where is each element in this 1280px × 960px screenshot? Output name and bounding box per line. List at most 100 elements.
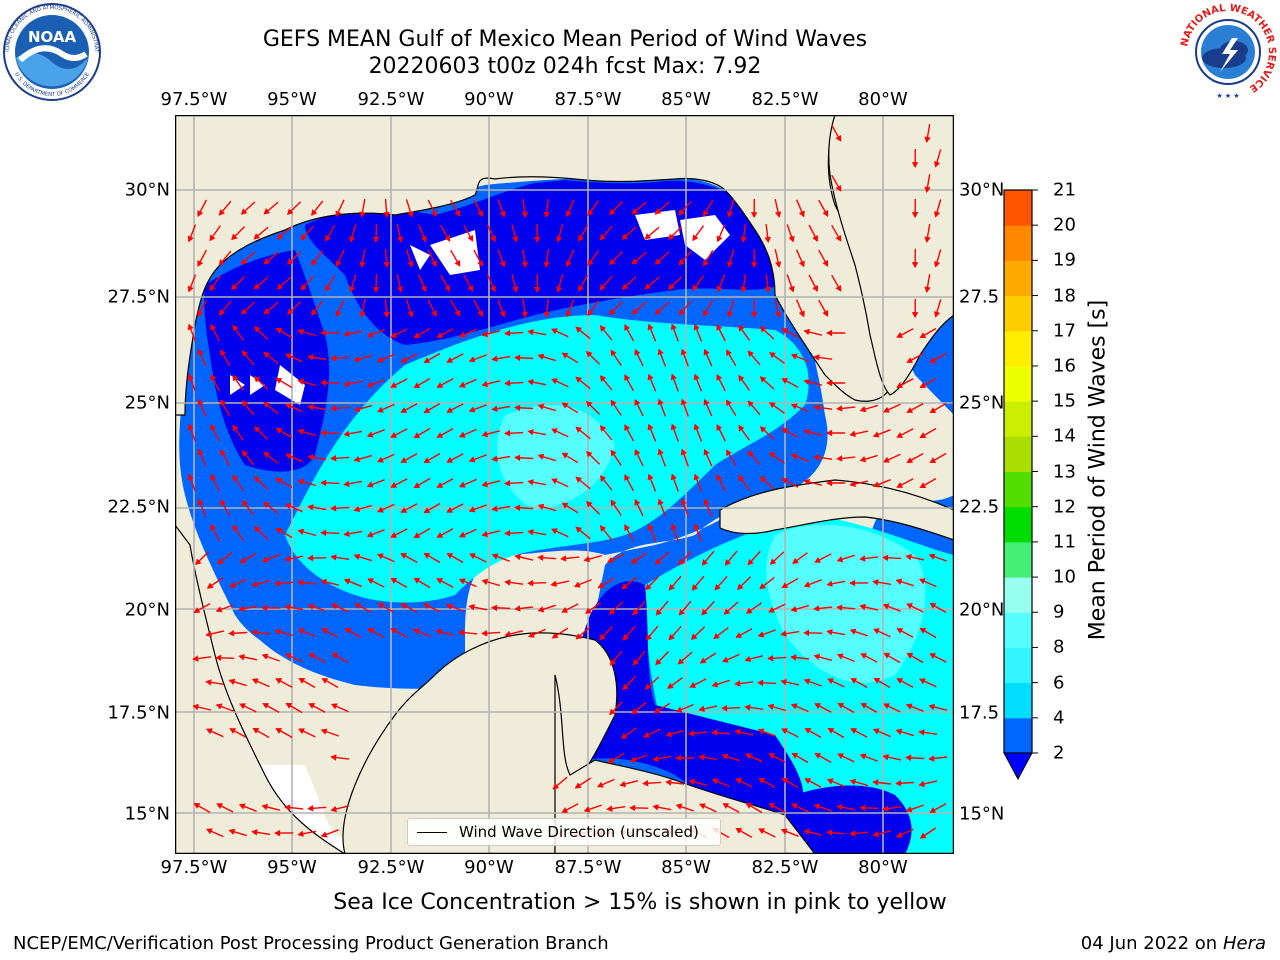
wave-direction-arrowhead <box>231 283 238 291</box>
wave-direction-arrowhead <box>353 505 361 513</box>
wave-direction-arrowhead <box>895 728 903 735</box>
wave-direction-arrowhead <box>311 259 318 266</box>
wave-direction-arrowhead <box>744 704 751 711</box>
wave-direction-arrowhead <box>631 308 639 315</box>
wave-direction-arrowhead <box>253 526 261 533</box>
wave-direction-arrowhead <box>481 480 488 488</box>
wave-direction-arrowhead <box>366 481 374 488</box>
colorbar-label: 4 <box>1053 707 1065 729</box>
wave-direction-arrowhead <box>210 423 217 431</box>
wave-direction-arrowhead <box>253 476 261 483</box>
wave-direction-arrowhead <box>836 556 844 563</box>
wave-direction-arrowhead <box>693 373 700 381</box>
wave-direction-arrowhead <box>550 580 557 588</box>
wave-direction-arrowhead <box>826 629 833 636</box>
wave-direction-arrowhead <box>781 777 789 784</box>
wave-direction-arrowhead <box>642 780 649 787</box>
wave-direction-arrowhead <box>537 453 545 460</box>
wave-direction-arrowhead <box>575 633 583 640</box>
wave-direction-arrowhead <box>320 379 327 387</box>
wave-direction-arrowhead <box>514 605 521 612</box>
wave-direction-arrowhead <box>253 426 261 433</box>
wave-direction-arrowhead <box>929 653 937 659</box>
wave-direction-arrowhead <box>400 407 408 413</box>
wave-direction-arrowhead <box>769 352 776 359</box>
wave-direction-arrowhead <box>609 208 616 216</box>
wave-direction-arrowhead <box>883 652 891 659</box>
wave-direction-arrowhead <box>906 652 914 659</box>
lon-tick-top: 90°W <box>464 89 514 110</box>
wave-direction-arrowhead <box>631 708 639 715</box>
wave-direction-arrowhead <box>274 829 281 837</box>
wave-direction-arrowhead <box>330 754 337 761</box>
wave-direction-arrowhead <box>826 479 833 487</box>
wave-direction-arrowhead <box>436 578 444 584</box>
wave-direction-arrowhead <box>769 402 776 409</box>
wave-direction-arrowhead <box>446 406 454 413</box>
wave-direction-arrowhead <box>321 678 329 684</box>
wave-direction-arrowhead <box>300 233 307 241</box>
wave-direction-arrowhead <box>367 578 374 585</box>
wave-direction-arrowhead <box>400 507 408 513</box>
colorbar-segment <box>1004 330 1032 367</box>
wave-direction-arrowhead <box>929 603 937 609</box>
wave-direction-arrowhead <box>285 403 292 410</box>
wave-direction-arrowhead <box>253 326 261 333</box>
lon-tick-bottom: 90°W <box>464 857 514 878</box>
wave-direction-arrowhead <box>573 581 581 588</box>
wave-direction-arrowhead <box>644 283 652 290</box>
wave-direction-arrowhead <box>665 779 672 786</box>
wave-direction-arrowhead <box>849 628 857 635</box>
wave-direction-arrowhead <box>724 559 732 566</box>
wave-direction-arrowhead <box>745 753 752 760</box>
wave-direction-arrowhead <box>609 308 616 316</box>
wave-direction-arrowhead <box>790 403 798 410</box>
wave-direction-arrowhead <box>241 500 249 507</box>
wave-direction-arrowhead <box>607 757 615 764</box>
wave-direction-arrowhead <box>218 259 226 266</box>
colorbar-label: 18 <box>1053 285 1076 307</box>
wave-direction-arrowhead <box>330 554 337 561</box>
wave-direction-arrowhead <box>286 308 294 315</box>
wave-direction-arrowhead <box>933 261 941 268</box>
wave-direction-arrowhead <box>586 450 593 458</box>
wave-direction-arrowhead <box>599 325 607 332</box>
wave-direction-arrowhead <box>826 329 833 337</box>
wave-direction-arrowhead <box>551 378 558 385</box>
wave-direction-arrowhead <box>668 583 675 591</box>
wave-direction-arrowhead <box>610 349 617 357</box>
wave-direction-arrowhead <box>575 426 583 433</box>
wave-direction-arrowhead <box>353 455 361 463</box>
wave-direction-arrowhead <box>330 455 337 462</box>
wave-direction-arrowhead <box>263 208 271 215</box>
wave-direction-arrowhead <box>849 830 856 837</box>
wave-direction-arrowhead <box>396 286 404 293</box>
wave-direction-arrowhead <box>527 379 534 386</box>
wave-direction-arrowhead <box>896 382 904 388</box>
wave-direction-arrowhead <box>688 778 696 786</box>
wave-direction-arrowhead <box>693 323 700 331</box>
wave-direction-arrowhead <box>330 355 337 362</box>
wave-direction-arrowhead <box>297 528 305 535</box>
wave-direction-arrowhead <box>905 553 912 561</box>
wave-direction-arrowhead <box>239 557 247 564</box>
lat-tick-right: 17.5 <box>959 702 1000 724</box>
lat-tick-right: 22.5 <box>959 496 1000 518</box>
wave-direction-arrowhead <box>263 401 270 408</box>
wave-direction-arrowhead <box>307 454 314 461</box>
wave-direction-arrowhead <box>919 627 927 634</box>
wave-direction-arrowhead <box>849 480 856 488</box>
wave-direction-arrowhead <box>232 474 239 482</box>
wave-direction-arrowhead <box>297 428 305 435</box>
colorbar-label: 6 <box>1053 672 1065 694</box>
wave-direction-arrowhead <box>423 603 430 610</box>
wave-direction-arrowhead <box>716 285 723 293</box>
wave-direction-arrowhead <box>668 633 675 641</box>
wave-direction-arrowhead <box>383 311 390 319</box>
wave-direction-arrowhead <box>703 309 709 317</box>
wave-direction-arrowhead <box>458 531 466 538</box>
wave-direction-arrowhead <box>645 634 653 641</box>
wave-direction-arrowhead <box>197 348 204 356</box>
gulf-map <box>175 115 954 854</box>
wave-direction-arrowhead <box>261 803 268 811</box>
